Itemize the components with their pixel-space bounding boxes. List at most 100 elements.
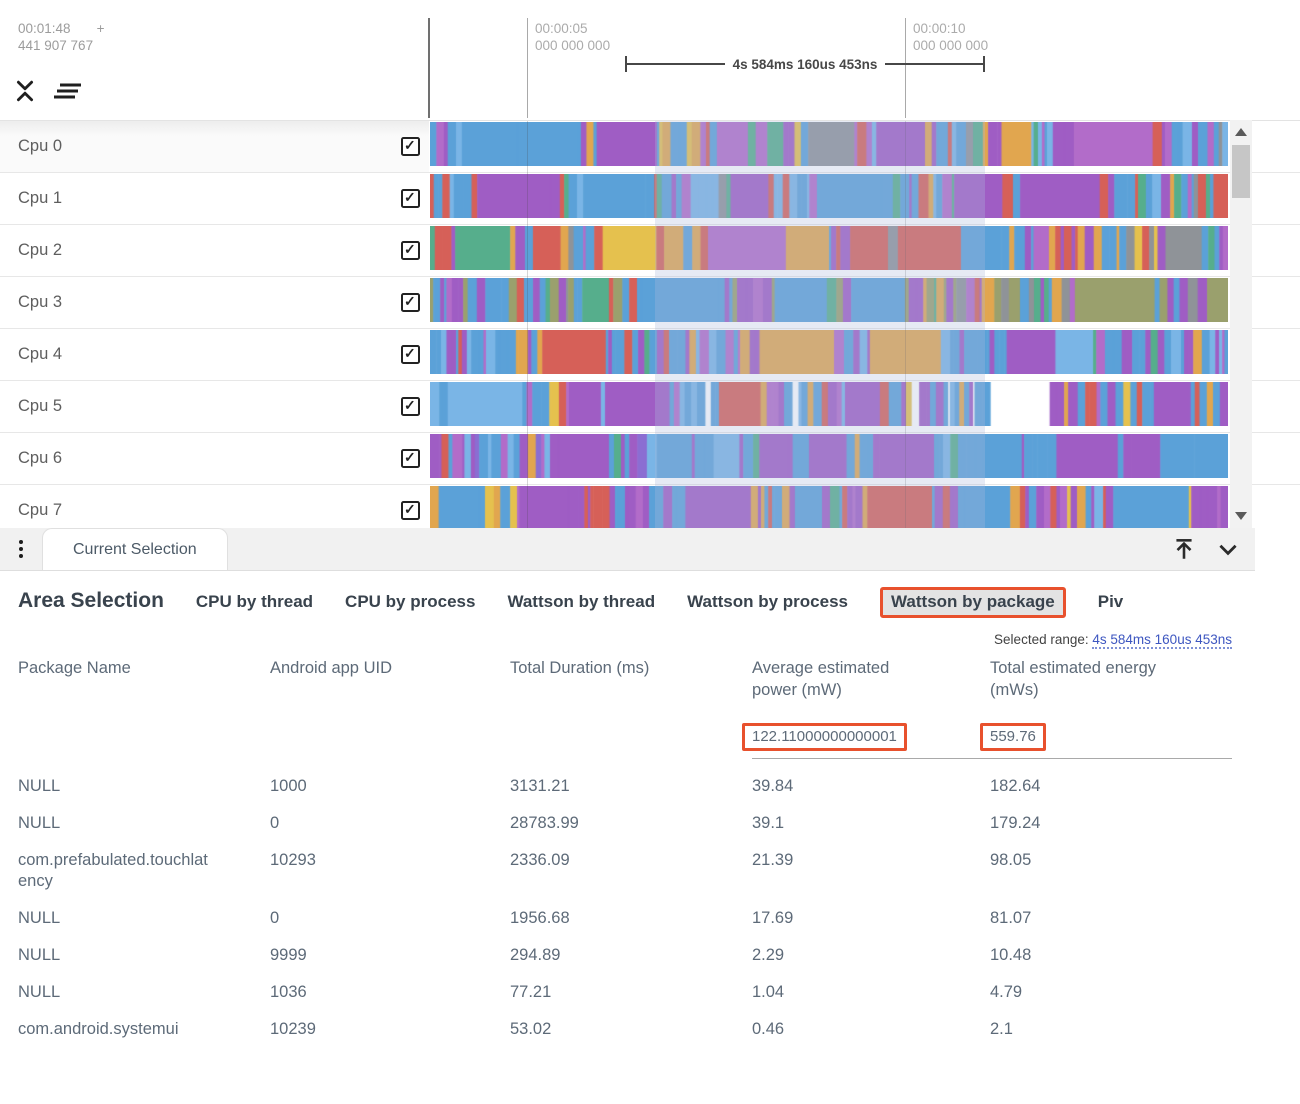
track-checkbox[interactable] (401, 345, 420, 364)
selection-duration-marker: 4s 584ms 160us 453ns (625, 56, 985, 72)
kebab-menu-icon[interactable] (0, 528, 42, 570)
selection-duration-label: 4s 584ms 160us 453ns (732, 56, 878, 72)
track-row: Cpu 0 (0, 121, 1300, 173)
track-checkbox[interactable] (401, 501, 420, 520)
view-tab-wattson-by-package[interactable]: Wattson by package (880, 587, 1066, 618)
track-row: Cpu 5 (0, 381, 1300, 433)
view-tab-cpu-by-process[interactable]: CPU by process (345, 592, 476, 611)
details-panel: Current Selection Are (0, 528, 1255, 1104)
selected-range-label: Selected range: (994, 632, 1089, 647)
view-tab-cpu-by-thread[interactable]: CPU by thread (195, 592, 314, 611)
cpu-track-slices[interactable] (430, 174, 1228, 218)
wattson-package-table: Package Name Android app UID Total Duratio… (18, 651, 1232, 1048)
marker-right-cap (983, 56, 985, 72)
track-label: Cpu 2 (0, 225, 429, 276)
table-cell: NULL (18, 909, 61, 927)
panel-content: Area Selection CPU by thread CPU by proce… (0, 571, 1255, 1048)
track-label: Cpu 0 (0, 121, 429, 172)
table-cell: 21.39 (752, 851, 794, 869)
table-cell: 3131.21 (510, 777, 570, 795)
track-row: Cpu 6 (0, 433, 1300, 485)
table-cell: 10.48 (990, 946, 1032, 964)
table-cell: 10293 (270, 851, 316, 869)
sort-tracks-icon[interactable] (54, 81, 82, 101)
details-tab-strip: Current Selection (0, 528, 1255, 571)
expand-panel-icon[interactable] (1171, 536, 1197, 562)
cpu-track-slices[interactable] (430, 278, 1228, 322)
table-cell: 81.07 (990, 909, 1032, 927)
track-label-text: Cpu 6 (18, 449, 63, 467)
table-cell: 294.89 (510, 946, 561, 964)
track-label: Cpu 1 (0, 173, 429, 224)
current-selection-tab[interactable]: Current Selection (42, 528, 228, 570)
timeline-gridline (527, 121, 528, 529)
table-cell: 179.24 (990, 814, 1041, 832)
table-cell: 0 (270, 909, 280, 927)
tick-label-seconds: 00:00:10 (913, 21, 966, 36)
table-cell: 1956.68 (510, 909, 570, 927)
track-row: Cpu 3 (0, 277, 1300, 329)
start-time: 00:01:48 (18, 21, 71, 36)
selected-range-link[interactable]: 4s 584ms 160us 453ns (1092, 632, 1232, 649)
table-cell: NULL (18, 946, 61, 964)
tick-label-seconds: 00:00:05 (535, 21, 588, 36)
cpu-track-slices[interactable] (430, 122, 1228, 166)
scrollbar-thumb[interactable] (1232, 145, 1250, 198)
track-label: Cpu 7 (0, 485, 429, 529)
cpu-tracks-area: Cpu 0 Cpu 1 Cpu 2 Cpu 3 Cpu 4 Cpu 5 Cpu 6 Cpu 7 (0, 120, 1300, 529)
view-tab-wattson-by-thread[interactable]: Wattson by thread (507, 592, 656, 611)
track-checkbox[interactable] (401, 189, 420, 208)
track-label-text: Cpu 7 (18, 501, 63, 519)
table-cell: 10239 (270, 1020, 316, 1038)
table-cell: 77.21 (510, 983, 552, 1001)
track-checkbox[interactable] (401, 293, 420, 312)
table-cell: 2336.09 (510, 851, 570, 869)
table-cell: 9999 (270, 946, 307, 964)
table-cell: 0 (270, 814, 280, 832)
cpu-track-slices[interactable] (430, 382, 1228, 426)
summary-value-total-energy: 559.76 (980, 723, 1046, 751)
vertical-scrollbar[interactable] (1230, 120, 1252, 528)
table-cell: 39.1 (752, 814, 785, 832)
table-cell: 0.46 (752, 1020, 785, 1038)
scroll-up-icon[interactable] (1235, 128, 1247, 136)
collapse-tracks-icon[interactable] (14, 80, 36, 102)
view-tab-piv[interactable]: Piv (1097, 592, 1124, 611)
track-label-text: Cpu 4 (18, 345, 63, 363)
track-row: Cpu 1 (0, 173, 1300, 225)
track-label-text: Cpu 0 (18, 137, 63, 155)
marker-line (627, 63, 725, 65)
selected-range-line: Selected range: 4s 584ms 160us 453ns (18, 632, 1232, 649)
scroll-down-icon[interactable] (1235, 512, 1247, 520)
timeline-gridline (905, 121, 906, 529)
table-cell: com.prefabulated.touchlatency (18, 851, 208, 890)
table-cell: 39.84 (752, 777, 794, 795)
cpu-track-slices[interactable] (430, 226, 1228, 270)
time-tick-label: 00:00:10 000 000 000 (913, 20, 988, 54)
plus-sign: + (96, 21, 105, 36)
track-label-text: Cpu 5 (18, 397, 63, 415)
column-header: Total Duration (ms) (510, 659, 650, 677)
track-label: Cpu 5 (0, 381, 429, 432)
tick-label-nanos: 000 000 000 (913, 38, 989, 53)
start-time-fraction: 441 907 767 (18, 38, 94, 53)
cpu-track-slices[interactable] (430, 434, 1228, 478)
track-label-text: Cpu 3 (18, 293, 63, 311)
view-tab-wattson-by-process[interactable]: Wattson by process (687, 592, 848, 611)
track-checkbox[interactable] (401, 241, 420, 260)
viewport-start-timestamp: 00:01:48 + 441 907 767 (18, 20, 104, 54)
table-cell: 2.29 (752, 946, 785, 964)
area-selection-overlay (655, 121, 985, 529)
track-checkbox[interactable] (401, 449, 420, 468)
table-cell: NULL (18, 814, 61, 832)
cpu-track-slices[interactable] (430, 486, 1228, 529)
collapse-panel-icon[interactable] (1215, 536, 1241, 562)
table-cell: 98.05 (990, 851, 1032, 869)
time-tick (527, 18, 528, 118)
table-cell: 1036 (270, 983, 307, 1001)
table-cell: 4.79 (990, 983, 1023, 1001)
column-header: Android app UID (270, 659, 392, 677)
cpu-track-slices[interactable] (430, 330, 1228, 374)
track-checkbox[interactable] (401, 137, 420, 156)
track-checkbox[interactable] (401, 397, 420, 416)
